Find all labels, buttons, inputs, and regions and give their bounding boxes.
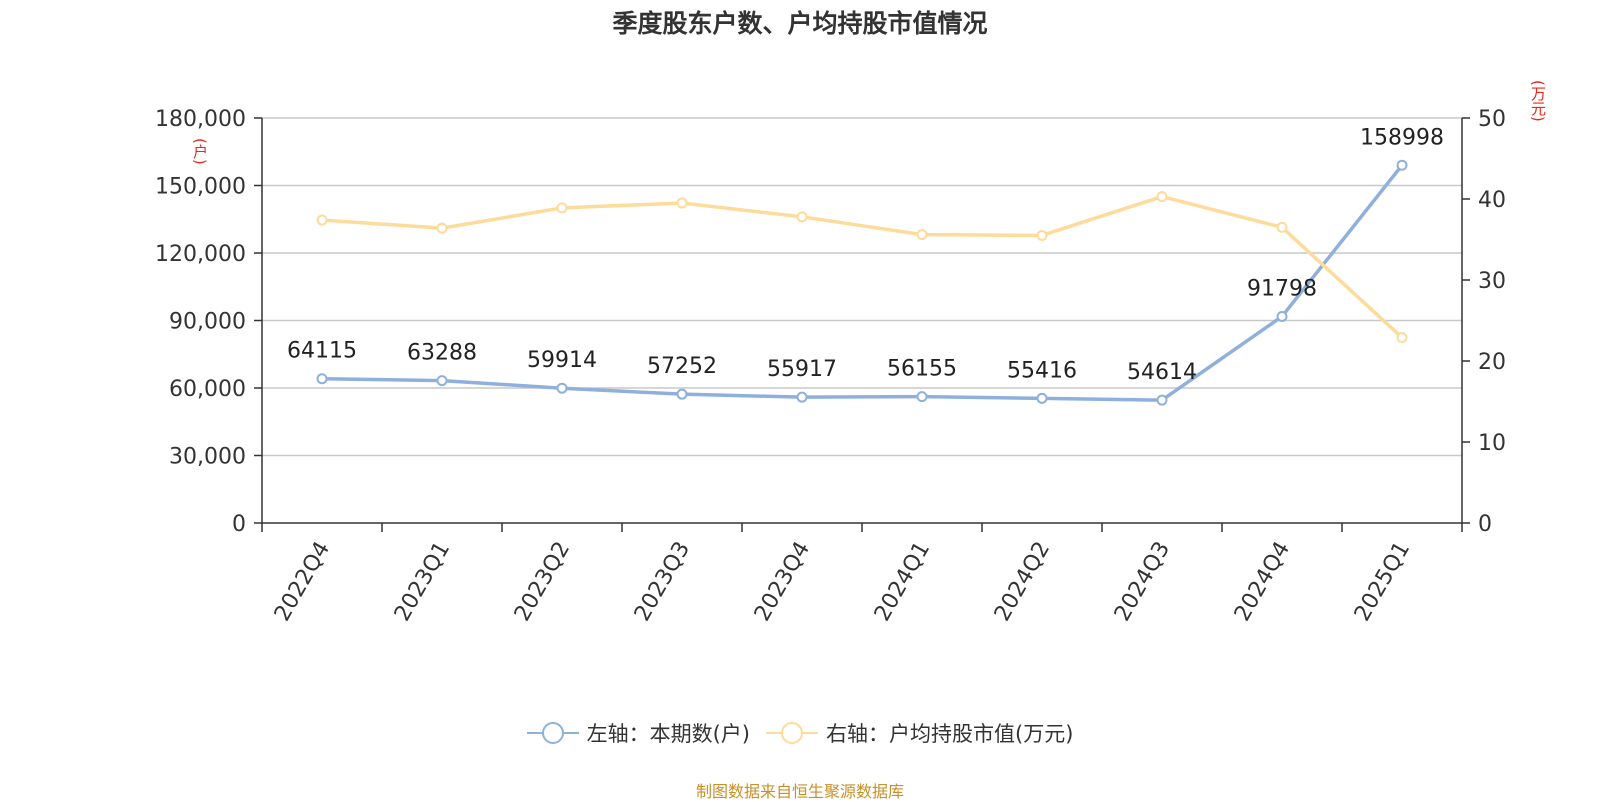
right-axis-tick-label-4: 40 bbox=[1478, 188, 1506, 213]
data-label-2024Q4: 91798 bbox=[1247, 276, 1317, 301]
series-0-point-2023Q4 bbox=[796, 391, 808, 403]
right-axis-tick-label-2: 20 bbox=[1478, 350, 1506, 375]
series-0-point-2024Q2 bbox=[1036, 392, 1048, 404]
data-label-2023Q1: 63288 bbox=[407, 341, 477, 366]
series-0-point-2024Q1 bbox=[916, 391, 928, 403]
series-1-point-2024Q2 bbox=[1036, 229, 1048, 241]
series-1-point-2023Q3 bbox=[676, 197, 688, 209]
data-label-2025Q1: 158998 bbox=[1360, 125, 1444, 150]
legend-label-households: 左轴：本期数(户) bbox=[586, 722, 750, 746]
series-1-point-2024Q4 bbox=[1276, 221, 1288, 233]
x-axis-tick-label-2022Q4: 2022Q4 bbox=[270, 538, 335, 626]
series-0-point-2023Q2 bbox=[556, 382, 568, 394]
legend-item-households[interactable]: 左轴：本期数(户) bbox=[526, 718, 750, 748]
x-axis-tick-label-2024Q4: 2024Q4 bbox=[1230, 538, 1295, 626]
x-axis-tick-label-2024Q1: 2024Q1 bbox=[870, 538, 935, 626]
series-0-point-2023Q1 bbox=[436, 375, 448, 387]
x-axis-tick-label-2023Q2: 2023Q2 bbox=[510, 538, 575, 626]
right-axis-tick-label-3: 30 bbox=[1478, 269, 1506, 294]
legend-line-circle-icon-households bbox=[526, 722, 579, 744]
x-axis-tick-label-2024Q2: 2024Q2 bbox=[990, 538, 1055, 626]
right-axis-tick-label-5: 50 bbox=[1478, 107, 1506, 132]
series-1-point-2023Q2 bbox=[556, 202, 568, 214]
data-source-note: 制图数据来自恒生聚源数据库 bbox=[695, 782, 904, 801]
right-axis-unit: (万元) bbox=[1529, 80, 1547, 122]
data-label-2024Q1: 56155 bbox=[887, 357, 957, 382]
legend-line-circle-icon-market-value bbox=[766, 722, 818, 744]
right-axis-tick-label-1: 10 bbox=[1478, 431, 1506, 456]
x-axis-tick-label-2023Q4: 2023Q4 bbox=[750, 538, 815, 626]
x-axis-tick-label-2023Q1: 2023Q1 bbox=[390, 538, 455, 626]
data-label-2022Q4: 64115 bbox=[287, 339, 357, 364]
series-1-point-2024Q3 bbox=[1156, 191, 1168, 203]
line-chart: 0 30,000 60,000 90,000 120,000 150,000 180,000… bbox=[155, 107, 1506, 626]
series-1-point-2024Q1 bbox=[916, 229, 928, 241]
left-axis-tick-label-3: 90,000 bbox=[169, 310, 246, 335]
series-1-point-2022Q4 bbox=[316, 214, 328, 226]
legend-label-market-value: 右轴：户均持股市值(万元) bbox=[826, 722, 1074, 746]
x-axis-tick-label-2024Q3: 2024Q3 bbox=[1110, 538, 1175, 626]
data-label-2024Q2: 55416 bbox=[1007, 358, 1077, 383]
series-0-point-2024Q4 bbox=[1276, 310, 1288, 322]
series-line-1 bbox=[321, 194, 1404, 339]
series-0-point-2024Q3 bbox=[1156, 394, 1168, 406]
left-axis-tick-label-0: 0 bbox=[232, 512, 246, 537]
legend-item-market-value[interactable]: 右轴：户均持股市值(万元) bbox=[766, 718, 1073, 748]
series-0-point-2022Q4 bbox=[316, 373, 328, 385]
series-0-point-2025Q1 bbox=[1396, 159, 1408, 171]
chart-title: 季度股东户数、户均持股市值情况 bbox=[612, 9, 988, 38]
series-0-point-2023Q3 bbox=[676, 388, 688, 400]
left-axis-tick-label-6: 180,000 bbox=[155, 107, 246, 132]
series-1-point-2023Q4 bbox=[796, 211, 808, 223]
data-label-2024Q3: 54614 bbox=[1127, 360, 1197, 385]
series-1-point-2025Q1 bbox=[1396, 332, 1408, 344]
x-axis-tick-label-2023Q3: 2023Q3 bbox=[630, 538, 695, 626]
left-axis-tick-label-5: 150,000 bbox=[155, 175, 246, 200]
data-label-2023Q4: 55917 bbox=[767, 357, 837, 382]
data-label-2023Q2: 59914 bbox=[527, 348, 597, 373]
series-1-point-2023Q1 bbox=[436, 222, 448, 234]
series-line-0 bbox=[321, 164, 1404, 402]
left-axis-tick-label-1: 30,000 bbox=[169, 445, 246, 470]
right-axis-tick-label-0: 0 bbox=[1478, 512, 1492, 537]
left-axis-unit: (户) bbox=[191, 138, 209, 165]
legend: 左轴：本期数(户) 右轴：户均持股市值(万元) bbox=[0, 718, 1600, 748]
left-axis-tick-label-2: 60,000 bbox=[169, 377, 246, 402]
x-axis-tick-label-2025Q1: 2025Q1 bbox=[1350, 538, 1415, 626]
data-label-2023Q3: 57252 bbox=[647, 354, 717, 379]
left-axis-tick-label-4: 120,000 bbox=[155, 242, 246, 267]
